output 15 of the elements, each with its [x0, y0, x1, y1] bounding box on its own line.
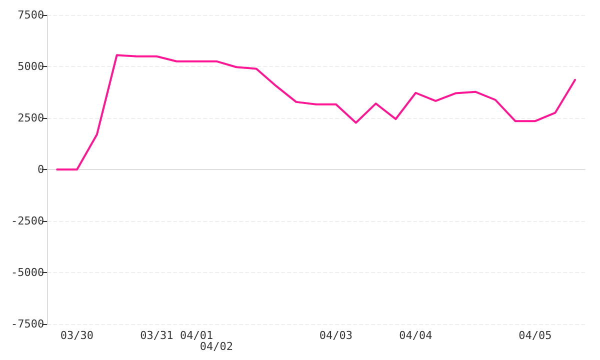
- x-tick-label: 03/31: [140, 329, 174, 342]
- line-series: [56, 54, 576, 170]
- y-tick-label: 2500: [18, 112, 44, 124]
- x-tick-label: 04/04: [399, 329, 433, 342]
- y-tick-label: 7500: [18, 8, 44, 22]
- x-tick-label: 04/03: [319, 329, 353, 342]
- y-tick-label: -5000: [10, 266, 44, 279]
- x-tick-label: 04/02: [200, 340, 234, 353]
- y-tick-label: 5000: [18, 60, 44, 73]
- x-tick-label: 04/05: [518, 329, 552, 342]
- y-tick-label: -7500: [10, 318, 44, 330]
- x-tick-label: 03/30: [60, 329, 94, 342]
- y-tick-label: 0: [37, 163, 44, 176]
- x-tick-label: 04/01: [180, 329, 214, 342]
- y-tick-label: -2500: [10, 214, 44, 228]
